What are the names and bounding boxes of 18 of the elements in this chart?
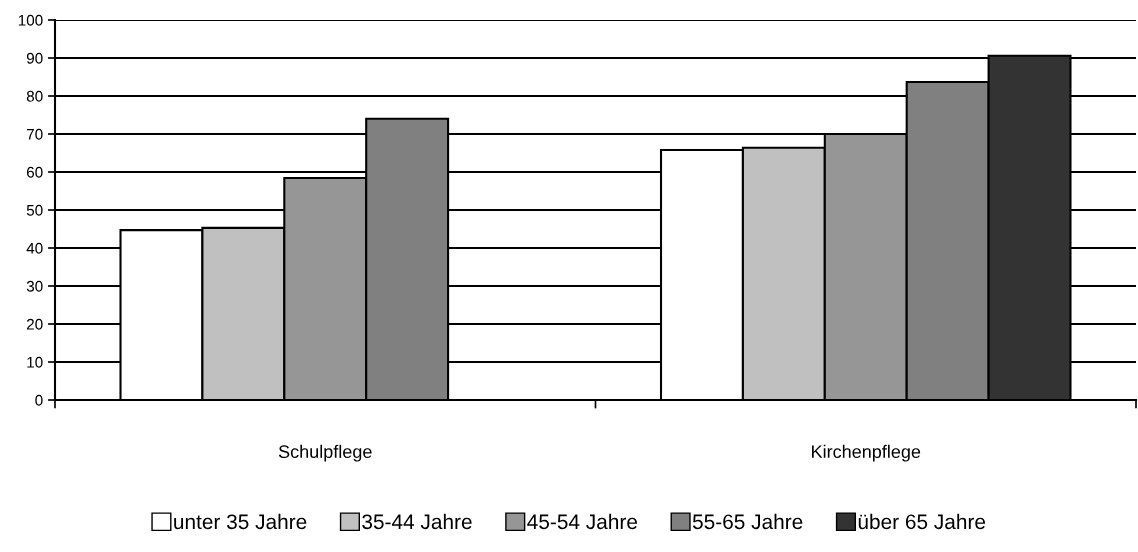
y-tick-label: 100: [18, 14, 43, 26]
y-tick-label: 20: [26, 318, 43, 330]
y-tick-label: 0: [35, 394, 43, 406]
legend-label: über 65 Jahre: [858, 513, 986, 530]
legend-label: 45-54 Jahre: [527, 513, 637, 530]
legend-label: 35-44 Jahre: [362, 513, 472, 530]
legend-label: 55-65 Jahre: [692, 513, 803, 530]
y-tick-label: 10: [27, 356, 43, 368]
y-tick-label: 70: [26, 128, 43, 140]
y-tick-label: 60: [26, 166, 43, 178]
y-tick-label: 30: [26, 280, 43, 292]
legend-label: unter 35 Jahre: [174, 513, 307, 530]
y-tick-label: 90: [26, 52, 43, 64]
y-tick-label: 50: [26, 204, 43, 216]
y-tick-label: 80: [26, 90, 43, 102]
x-tick-label: Kirchenpflege: [812, 444, 921, 462]
y-tick-label: 40: [26, 242, 43, 254]
x-tick-label: Schulpflege: [278, 444, 372, 462]
